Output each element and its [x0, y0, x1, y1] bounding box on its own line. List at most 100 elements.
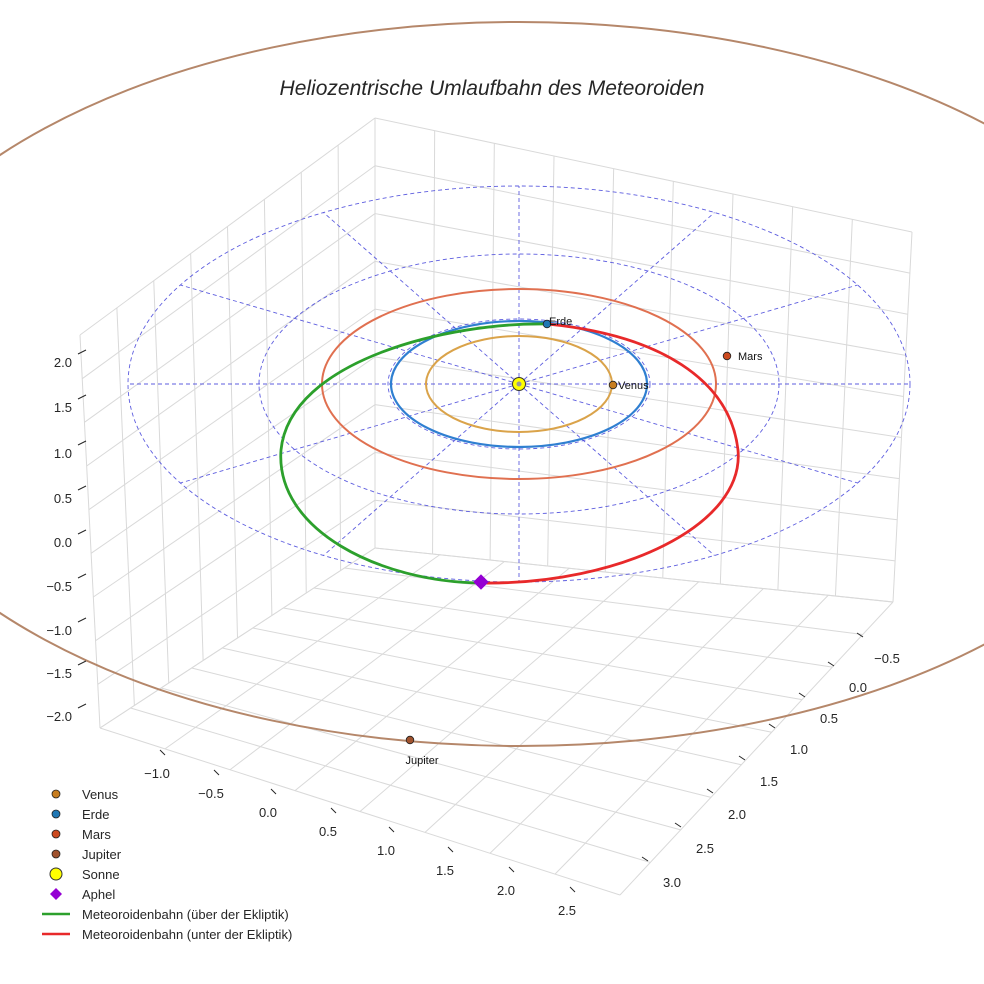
- z-tick-mark: [77, 573, 87, 579]
- planet-label-erde: Erde: [549, 316, 572, 328]
- grid-line: [432, 130, 436, 555]
- grid-line: [84, 213, 376, 423]
- y-tick-mark: [856, 632, 864, 638]
- legend-label: Jupiter: [82, 847, 122, 862]
- grid-line: [359, 574, 635, 812]
- y-tick-label: 0.0: [849, 680, 867, 695]
- legend-marker: [51, 849, 61, 859]
- z-tick-label: −2.0: [46, 709, 72, 724]
- grid-line: [222, 647, 742, 766]
- grid-line: [337, 145, 342, 571]
- grid-line: [130, 707, 651, 863]
- planet-label-mars: Mars: [738, 351, 763, 363]
- planet-marker-jupiter: [405, 735, 415, 745]
- legend-label: Meteoroidenbahn (über der Ekliptik): [82, 907, 289, 922]
- planet-label-venus: Venus: [618, 380, 649, 392]
- grid-line: [313, 587, 833, 668]
- grid-line: [79, 334, 101, 729]
- chart-title: Heliozentrische Umlaufbahn des Meteoroid…: [280, 77, 705, 100]
- grid-line: [374, 547, 894, 603]
- legend-marker: [51, 829, 61, 839]
- legend-marker: [51, 789, 61, 799]
- z-tick-label: 0.5: [54, 491, 72, 506]
- ecliptic-spoke: [323, 383, 520, 556]
- legend-marker: [51, 809, 61, 819]
- grid-line: [777, 206, 794, 591]
- planet-marker-erde: [542, 319, 552, 329]
- x-tick-label: 1.0: [377, 843, 395, 858]
- grid-line: [374, 308, 904, 397]
- legend-label: Sonne: [82, 867, 120, 882]
- x-tick-mark: [330, 807, 337, 814]
- z-tick-label: −1.0: [46, 623, 72, 638]
- grid-line: [547, 155, 555, 567]
- ecliptic-spoke: [518, 383, 715, 556]
- grid-line: [153, 280, 170, 684]
- x-tick-label: 2.0: [497, 883, 515, 898]
- ecliptic-spoke: [323, 212, 520, 385]
- grid-line: [834, 219, 853, 597]
- y-tick-mark: [798, 692, 806, 698]
- grid-line: [374, 404, 900, 480]
- grid-line: [263, 199, 273, 616]
- z-tick-mark: [77, 440, 87, 446]
- x-tick-label: 0.0: [259, 805, 277, 820]
- y-tick-label: 0.5: [820, 711, 838, 726]
- sun-core: [516, 381, 522, 387]
- y-tick-mark: [706, 788, 714, 794]
- x-tick-mark: [569, 886, 576, 893]
- grid-line: [374, 117, 913, 233]
- grid-line: [79, 117, 376, 336]
- z-tick-label: 1.5: [54, 400, 72, 415]
- grid-line: [229, 561, 505, 771]
- legend: Venus Erde Mars Jupiter Sonne Aphel Meteoroide…: [42, 787, 292, 942]
- x-tick-mark: [159, 749, 166, 756]
- grid-line: [489, 143, 495, 561]
- z-tick-label: 2.0: [54, 355, 72, 370]
- y-tick-mark: [768, 723, 776, 729]
- axes-grid: [79, 117, 913, 896]
- grid-line: [116, 307, 135, 706]
- x-tick-mark: [213, 769, 220, 776]
- x-tick-mark: [508, 866, 515, 873]
- z-tick-mark: [77, 660, 87, 666]
- z-tick-mark: [77, 485, 87, 491]
- z-tick-label: 1.0: [54, 446, 72, 461]
- meteoroid-orbit-below: [480, 322, 740, 585]
- grid-line: [160, 687, 681, 831]
- legend-label: Aphel: [82, 887, 115, 902]
- grid-line: [619, 601, 894, 896]
- orbits: [0, 21, 984, 747]
- x-tick-label: 1.5: [436, 863, 454, 878]
- z-tick-mark: [77, 349, 87, 355]
- grid-line: [719, 193, 734, 585]
- grid-line: [191, 667, 712, 798]
- grid-line: [662, 181, 674, 579]
- grid-line: [227, 226, 238, 639]
- planet-label-jupiter: Jupiter: [405, 755, 438, 767]
- y-tick-mark: [641, 856, 649, 862]
- grid-line: [88, 308, 376, 511]
- grid-line: [190, 253, 204, 661]
- y-tick-label: 1.0: [790, 742, 808, 757]
- ecliptic-spoke: [518, 212, 715, 385]
- z-tick-mark: [77, 529, 87, 535]
- x-tick-mark: [388, 826, 395, 833]
- grid-line: [99, 727, 621, 896]
- y-tick-mark: [827, 661, 835, 667]
- grid-line: [95, 452, 376, 642]
- grid-line: [252, 627, 772, 733]
- markers: Venus Erde Mars Jupiter: [405, 316, 762, 767]
- grid-line: [90, 356, 376, 554]
- planet-marker-venus: [608, 380, 618, 390]
- legend-label: Venus: [82, 787, 119, 802]
- orbit-erde: [389, 319, 649, 449]
- planet-marker-mars: [722, 351, 732, 361]
- grid-line: [93, 404, 376, 598]
- x-tick-mark: [447, 846, 454, 853]
- grid-line: [99, 547, 376, 729]
- grid-line: [374, 451, 898, 521]
- grid-line: [374, 499, 896, 562]
- grid-line: [374, 165, 910, 274]
